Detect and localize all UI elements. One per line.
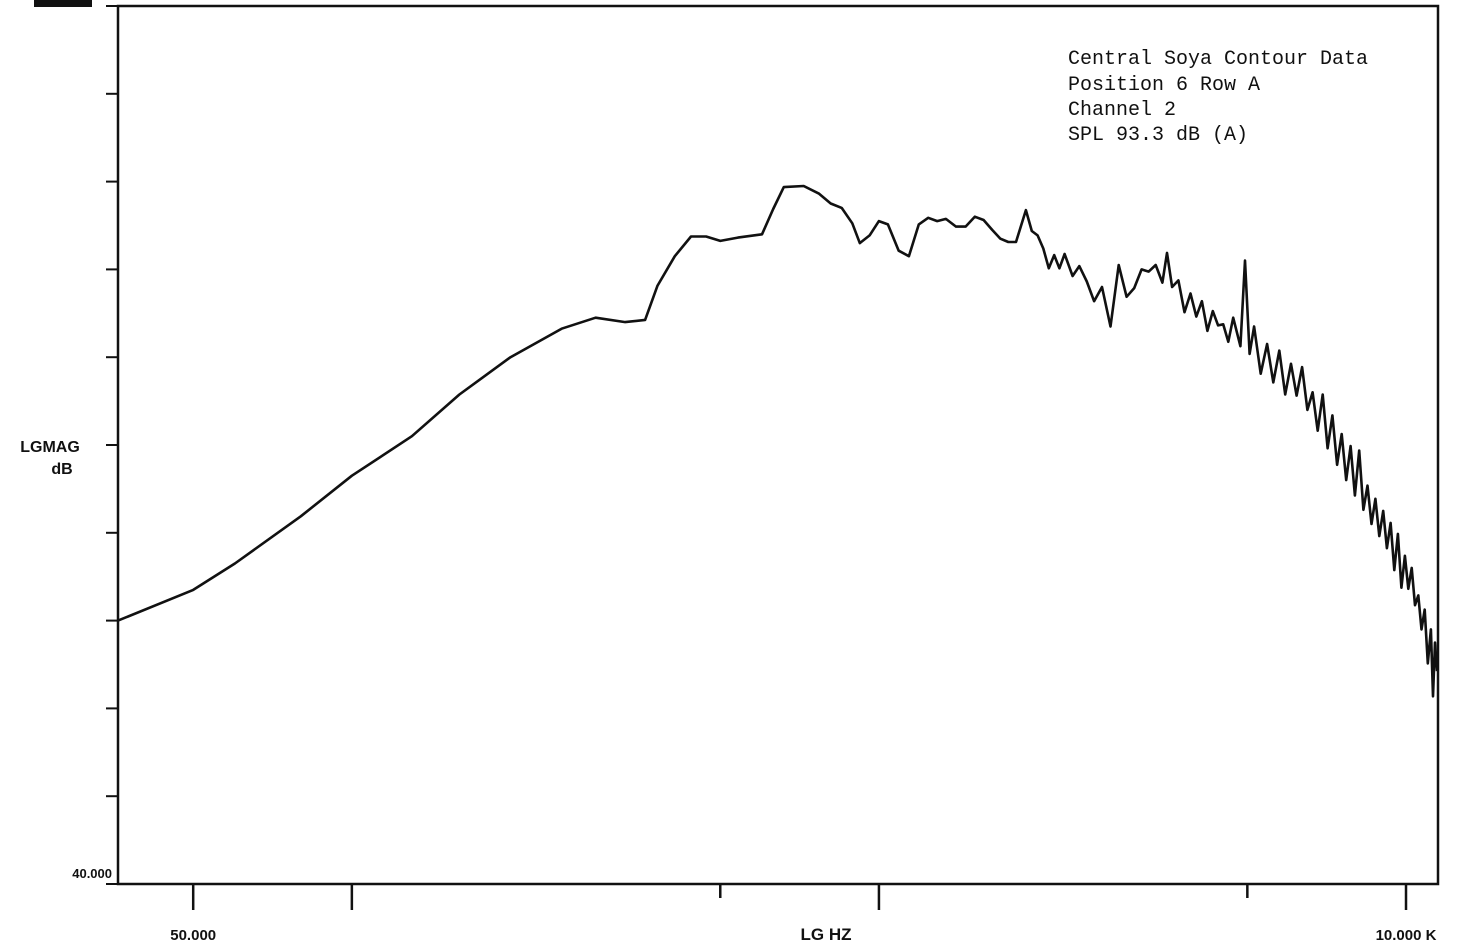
y-bottom-label: 40.000 — [72, 866, 112, 881]
spectrum-series-line — [117, 184, 1439, 698]
x-axis-tick-labels: 50.000 10.000 K — [170, 927, 1436, 944]
x-axis-label: LG HZ — [801, 925, 852, 944]
y-axis-label-line2: dB — [51, 461, 72, 478]
annotation-line-2: Position 6 Row A — [1068, 74, 1260, 97]
y-axis-ticks — [106, 5, 118, 885]
x-tick-label-0: 50.000 — [170, 927, 216, 944]
annotation-line-4: SPL 93.3 dB (A) — [1068, 124, 1248, 147]
annotation-line-1: Central Soya Contour Data — [1068, 48, 1368, 71]
annotation-block: Central Soya Contour Data Position 6 Row… — [1068, 48, 1368, 147]
annotation-line-3: Channel 2 — [1068, 99, 1176, 122]
y-top-label-block — [34, 0, 92, 7]
x-axis-ticks — [191, 884, 1408, 910]
x-tick-label-1: 10.000 K — [1376, 927, 1437, 944]
y-axis-label-line1: LGMAG — [20, 439, 80, 456]
